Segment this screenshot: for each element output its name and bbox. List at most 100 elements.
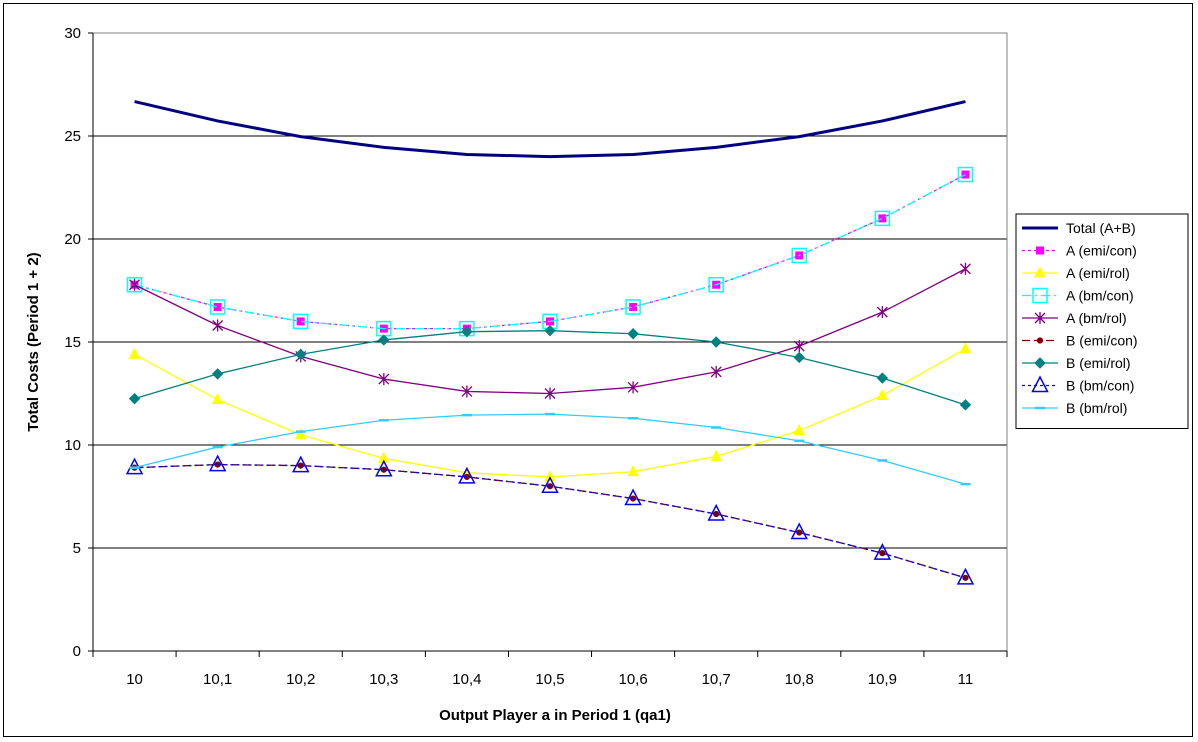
y-tick-label: 20 — [64, 231, 81, 248]
legend-marker — [1036, 246, 1044, 255]
legend-marker — [1034, 312, 1046, 324]
legend-label: Total (A+B) — [1066, 220, 1136, 236]
data-point — [126, 276, 143, 293]
legend-entry: B (emi/con) — [1022, 333, 1138, 349]
data-point — [627, 465, 639, 477]
data-point — [956, 567, 975, 585]
legend-label: B (emi/rol) — [1066, 355, 1131, 371]
legend-marker — [1034, 266, 1046, 278]
legend-box — [1015, 213, 1189, 429]
x-tick-label: 10,1 — [203, 671, 232, 688]
series-line — [134, 173, 966, 330]
legend-marker — [1031, 375, 1049, 393]
series-3 — [126, 166, 974, 337]
data-point — [378, 334, 390, 346]
legend-marker — [1032, 287, 1048, 304]
series-line — [134, 100, 966, 159]
data-point — [790, 522, 809, 540]
legend-label: A (bm/con) — [1066, 288, 1134, 304]
data-point — [879, 550, 886, 557]
data-point — [710, 365, 722, 378]
data-point — [211, 368, 224, 380]
data-point — [292, 313, 309, 330]
x-axis-title: Output Player a in Period 1 (qa1) — [439, 707, 671, 724]
data-point — [461, 325, 473, 338]
data-point — [294, 428, 307, 440]
series-line — [134, 463, 966, 579]
x-tick-label: 11 — [958, 671, 974, 688]
data-point — [959, 399, 972, 411]
gridlines — [93, 135, 1007, 549]
data-point — [625, 299, 641, 315]
data-point — [959, 262, 971, 275]
data-point — [212, 319, 224, 332]
x-tick-label: 10,7 — [702, 671, 731, 688]
series-6 — [128, 324, 972, 411]
legend-label: A (bm/rol) — [1066, 310, 1127, 326]
data-point — [544, 387, 556, 400]
data-point — [128, 392, 141, 405]
data-point — [710, 449, 723, 461]
data-point — [878, 214, 887, 223]
series-line — [134, 173, 966, 330]
data-point — [793, 340, 805, 353]
legend-label: B (emi/con) — [1066, 333, 1138, 349]
legend-label: B (bm/rol) — [1066, 400, 1127, 416]
legend-label: B (bm/con) — [1066, 378, 1134, 394]
data-point — [793, 351, 805, 364]
series-line — [134, 463, 966, 579]
data-point — [793, 424, 806, 436]
data-point — [710, 336, 722, 348]
legend-entry: Total (A+B) — [1022, 220, 1136, 236]
x-axis: 10 10,1 10,2 10,3 10,4 10,5 10,6 10,7 10,8 10,9 11 — [92, 651, 1008, 688]
data-point — [128, 347, 141, 359]
data-point — [461, 385, 473, 398]
data-point — [708, 276, 724, 293]
y-axis-title: Total Costs (Period 1 + 2) — [25, 252, 42, 431]
series-2 — [128, 342, 972, 482]
series-0 — [134, 100, 966, 159]
x-tick-label: 10,2 — [286, 671, 315, 688]
data-point — [129, 278, 141, 291]
data-point — [458, 466, 476, 484]
y-tick-label: 5 — [73, 540, 81, 557]
series-layer — [125, 100, 975, 585]
data-point — [544, 324, 556, 337]
y-tick-label: 10 — [64, 437, 81, 454]
legend-label: A (emi/con) — [1066, 243, 1137, 259]
series-1 — [130, 170, 970, 333]
data-point — [295, 348, 307, 361]
legend-label: A (emi/rol) — [1066, 265, 1130, 281]
x-tick-label: 10,9 — [868, 671, 897, 688]
data-point — [375, 459, 393, 477]
x-tick-label: 10,4 — [452, 671, 481, 688]
series-8 — [129, 412, 971, 486]
data-point — [876, 306, 888, 319]
y-tick-label: 30 — [64, 25, 81, 42]
data-point — [873, 543, 892, 560]
x-tick-label: 10,5 — [535, 671, 564, 688]
y-tick-label: 0 — [73, 643, 81, 660]
data-point — [627, 328, 639, 340]
data-point — [211, 393, 224, 405]
legend-entry: A (emi/con) — [1022, 243, 1137, 259]
legend-entry: A (bm/rol) — [1022, 310, 1127, 326]
x-tick-label: 10,3 — [369, 671, 398, 688]
data-point — [541, 476, 559, 493]
data-point — [876, 372, 889, 384]
data-point — [959, 342, 972, 354]
data-point — [791, 247, 808, 264]
data-point — [378, 373, 390, 386]
legend: Total (A+B) A (emi/con) A (emi/rol) A (bm/c… — [1015, 213, 1189, 429]
x-tick-label: 10,8 — [785, 671, 814, 688]
data-point — [208, 454, 227, 472]
chart-frame — [3, 3, 1193, 737]
y-tick-label: 15 — [64, 334, 81, 351]
legend-marker — [1034, 357, 1046, 369]
legend-entry: B (bm/con) — [1022, 375, 1134, 394]
legend-entry: A (emi/rol) — [1022, 265, 1130, 281]
data-point — [957, 166, 974, 183]
data-point — [876, 388, 889, 401]
x-tick-label: 10 — [126, 671, 143, 688]
legend-entry: A (bm/con) — [1022, 288, 1134, 304]
